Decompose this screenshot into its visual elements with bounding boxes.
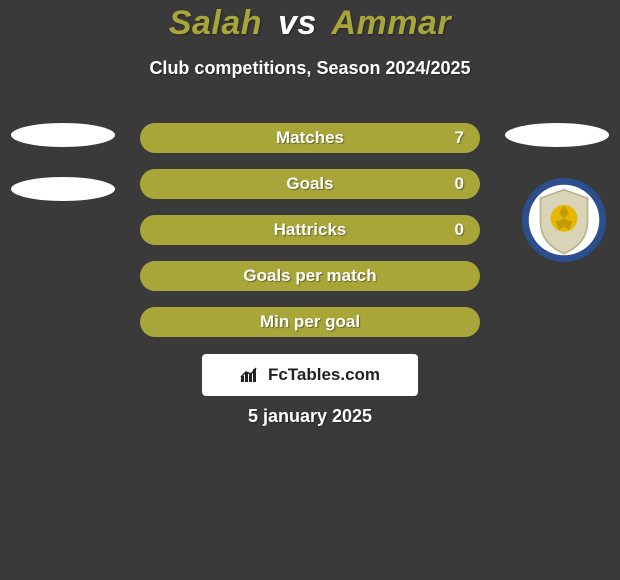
bar-left [140,169,310,199]
title-vs: vs [278,4,317,42]
player1-name: Salah [169,4,262,42]
bar-left [140,307,310,337]
page-title: Salah vs Ammar [0,4,620,43]
bar-track [140,307,480,337]
player2-name: Ammar [332,4,452,42]
stat-row: Goals per match [0,261,620,291]
date-text: 5 january 2025 [0,406,620,427]
stat-rows: Matches7 Goals0 Hattricks0 Goals per match M… [0,123,620,353]
subtitle: Club competitions, Season 2024/2025 [0,58,620,79]
stat-row: Matches7 [0,123,620,153]
bar-right [310,307,480,337]
bar-track [140,261,480,291]
stat-row: Min per goal [0,307,620,337]
bar-track [140,123,480,153]
source-badge: FcTables.com [202,354,418,396]
comparison-infographic: Salah vs Ammar Club competitions, Season… [0,0,620,580]
stat-value-right: 0 [455,169,464,199]
bar-chart-icon [240,366,262,384]
bar-left [140,261,310,291]
bar-track [140,215,480,245]
stat-row: Goals0 [0,169,620,199]
bar-right [140,123,480,153]
bar-right [310,261,480,291]
stat-value-right: 7 [455,123,464,153]
stat-row: Hattricks0 [0,215,620,245]
stat-value-right: 0 [455,215,464,245]
source-badge-text: FcTables.com [268,365,380,385]
bar-left [140,215,310,245]
bar-track [140,169,480,199]
